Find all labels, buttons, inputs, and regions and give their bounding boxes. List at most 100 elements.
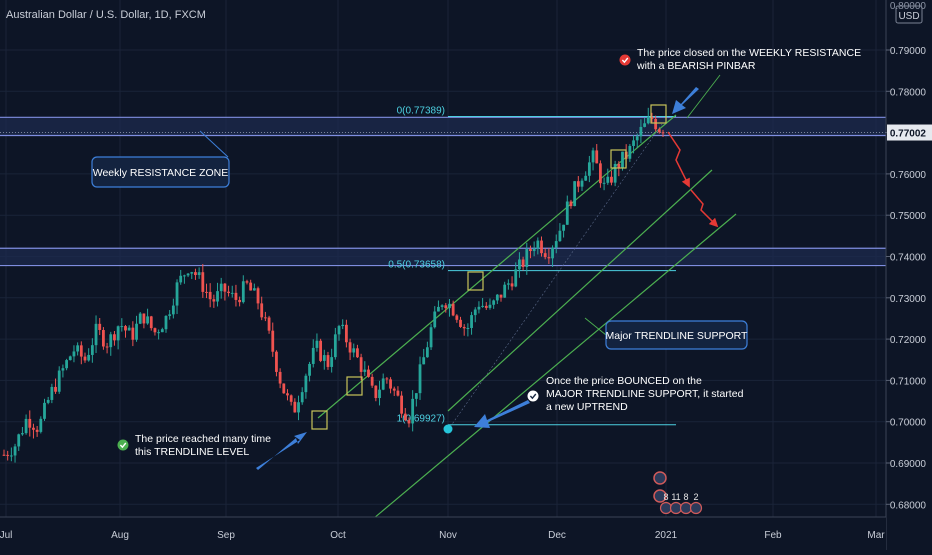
trendline-annotation-line: The price reached many time xyxy=(135,433,271,445)
candle-body xyxy=(628,145,632,159)
candle-body xyxy=(488,304,492,308)
check-icon-green-check xyxy=(119,442,127,449)
candle-body xyxy=(168,314,172,316)
currency-button[interactable]: USD xyxy=(895,5,923,24)
candle-body xyxy=(21,433,24,435)
candle-body xyxy=(39,418,43,432)
candle-body xyxy=(359,357,363,372)
candle-body xyxy=(179,275,183,283)
candle-body xyxy=(378,389,381,399)
candle-body xyxy=(252,288,256,291)
x-tick-label: 2021 xyxy=(655,530,678,541)
candle-body xyxy=(367,369,370,377)
candle-body xyxy=(124,326,127,331)
horizontal-zones: 0(0.77389) 0.5(0.73658) 1(0.69927) xyxy=(0,106,886,426)
candle-body xyxy=(333,334,337,358)
candle-body xyxy=(661,132,665,134)
candle-body xyxy=(24,418,28,434)
candle-body xyxy=(260,303,264,318)
major-trendline-support xyxy=(335,213,737,551)
resistance-zone-fill xyxy=(0,117,886,136)
candle-body xyxy=(606,176,610,183)
x-tick-label: Aug xyxy=(111,530,129,541)
candle-body xyxy=(17,434,21,447)
fib-level-label: 1(0.69927) xyxy=(397,414,445,425)
candle-body xyxy=(543,253,547,258)
candle-body xyxy=(385,378,389,380)
fib-level-label: 0(0.77389) xyxy=(397,106,445,117)
candle-body xyxy=(68,356,72,361)
event-flag-icon xyxy=(659,501,673,515)
x-tick-label: Mar xyxy=(867,530,885,541)
candle-body xyxy=(116,326,120,341)
candle-body xyxy=(186,273,190,276)
event-flag-icon xyxy=(689,501,703,515)
candle-body xyxy=(510,283,514,287)
weekly-resistance-zone-box xyxy=(91,156,230,188)
y-tick-label: 0.75000 xyxy=(890,211,927,222)
candles xyxy=(2,107,665,463)
candle-body xyxy=(440,305,444,307)
candle-body xyxy=(234,292,238,300)
candle-body xyxy=(356,348,359,358)
fib-level-label: 0.5(0.73658) xyxy=(388,260,445,271)
candle-body xyxy=(477,306,481,310)
candle-body xyxy=(90,345,94,355)
candle-body xyxy=(540,240,543,254)
resistance-callout-connector xyxy=(199,130,229,158)
candle-body xyxy=(418,364,422,394)
candle-body xyxy=(565,201,569,225)
major-trendline-support-text: Major TRENDLINE SUPPORT xyxy=(606,330,749,342)
event-count-label: 11 xyxy=(671,492,680,502)
candle-body xyxy=(76,345,80,352)
candle-body xyxy=(120,326,124,328)
candle-body xyxy=(547,257,551,259)
candle-body xyxy=(635,136,639,141)
candle-body xyxy=(536,240,540,249)
candle-body xyxy=(396,390,400,396)
candle-body xyxy=(352,348,356,353)
current-price-label: 0.77002 xyxy=(890,129,927,140)
candle-body xyxy=(584,175,588,181)
x-tick-label: Nov xyxy=(439,530,457,541)
candle-body xyxy=(208,291,212,300)
bounce-annotation-line: MAJOR TRENDLINE SUPPORT, it started xyxy=(546,388,744,400)
candle-body xyxy=(473,309,477,316)
candle-body xyxy=(569,201,573,207)
candle-body xyxy=(57,370,61,392)
candle-body xyxy=(451,303,455,316)
candle-body xyxy=(576,181,580,187)
y-tick-label: 0.74000 xyxy=(890,253,927,264)
candle-body xyxy=(562,224,565,231)
candle-body xyxy=(153,328,157,333)
bounce-annotation-line: Once the price BOUNCED on the xyxy=(546,375,702,387)
y-tick-label: 0.71000 xyxy=(890,376,927,387)
candle-body xyxy=(613,163,617,183)
candle-body xyxy=(289,395,293,402)
candle-body xyxy=(94,323,98,346)
event-count-label: 8 xyxy=(683,492,688,502)
candle-body xyxy=(65,360,68,369)
candle-body xyxy=(448,303,451,309)
candle-body xyxy=(580,180,584,187)
event-count-label: 2 xyxy=(693,492,698,502)
candle-body xyxy=(43,402,46,419)
candle-body xyxy=(197,272,201,276)
candle-body xyxy=(263,317,267,319)
check-icon-white-check xyxy=(529,393,537,400)
candle-body xyxy=(275,351,278,372)
candle-body xyxy=(444,305,448,309)
candle-body xyxy=(2,454,6,456)
candle-body xyxy=(621,151,624,168)
candle-body xyxy=(102,330,105,347)
candle-body xyxy=(249,282,253,291)
x-tick-label: Jul xyxy=(0,530,12,541)
candle-body xyxy=(506,283,510,285)
candle-body xyxy=(657,129,661,133)
candle-body xyxy=(79,345,83,357)
channel-lower-line xyxy=(447,169,713,412)
candle-body xyxy=(149,316,153,329)
